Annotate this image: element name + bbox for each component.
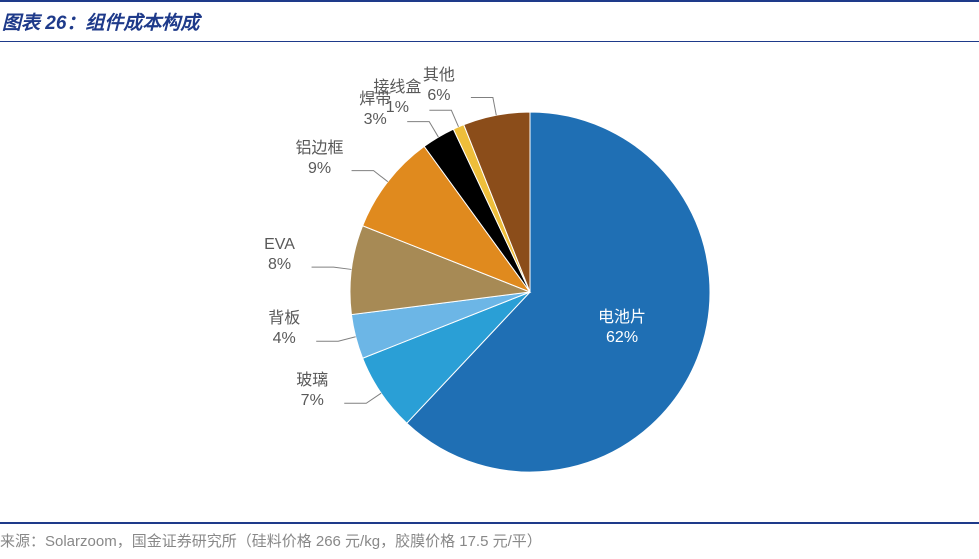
pie-chart-svg xyxy=(0,42,979,502)
pie-label-铝边框: 铝边框9% xyxy=(296,139,344,179)
pie-label-电池片: 电池片62% xyxy=(598,308,646,348)
leader-line-焊带 xyxy=(407,122,438,137)
leader-line-铝边框 xyxy=(352,171,388,182)
pie-label-其他: 其他6% xyxy=(423,66,455,106)
chart-source-text: 来源：Solarzoom，国金证券研究所（硅料价格 266 元/kg，胶膜价格 … xyxy=(0,533,542,550)
pie-label-背板: 背板4% xyxy=(268,309,300,349)
pie-label-EVA: EVA8% xyxy=(264,235,295,275)
leader-line-接线盒 xyxy=(429,110,458,127)
chart-title-bar: 图表 26：组件成本构成 xyxy=(0,0,979,42)
leader-line-其他 xyxy=(471,98,496,116)
leader-line-EVA xyxy=(312,267,352,269)
pie-label-玻璃: 玻璃7% xyxy=(296,371,328,411)
chart-source-footer: 来源：Solarzoom，国金证券研究所（硅料价格 266 元/kg，胶膜价格 … xyxy=(0,522,979,551)
pie-chart-area: 电池片62%玻璃7%背板4%EVA8%铝边框9%焊带3%接线盒1%其他6% xyxy=(0,42,979,502)
leader-line-玻璃 xyxy=(344,393,381,403)
leader-line-背板 xyxy=(316,337,355,341)
pie-label-接线盒: 接线盒1% xyxy=(373,78,421,118)
chart-title: 图表 26：组件成本构成 xyxy=(2,13,199,34)
